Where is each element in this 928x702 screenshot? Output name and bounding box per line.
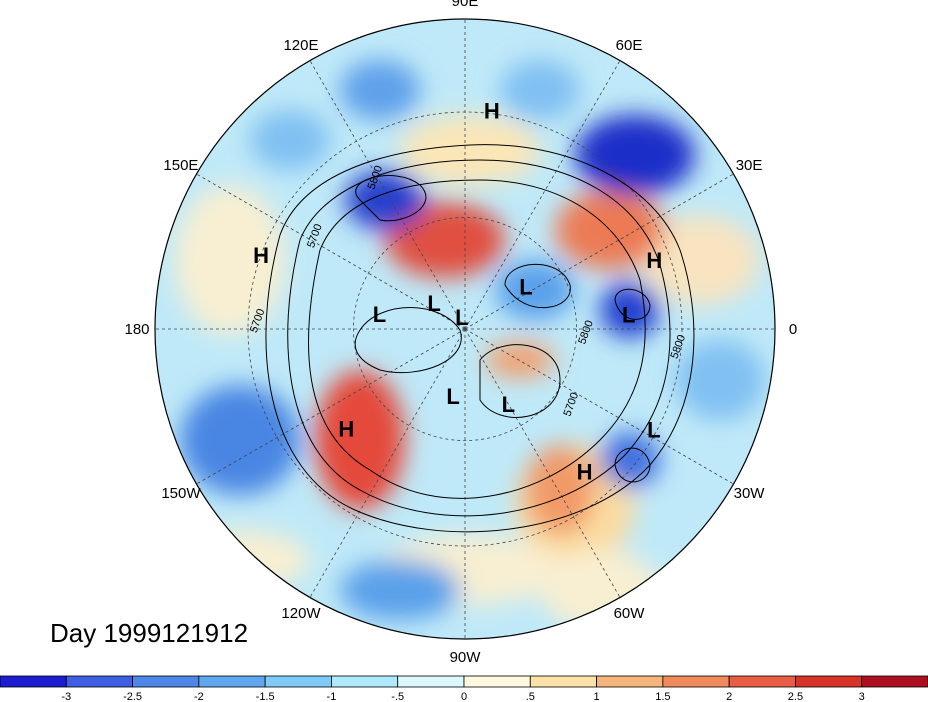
latitude-circle [352, 216, 577, 441]
colorbar-tick-label: -1.5 [256, 691, 275, 702]
longitude-label: 30E [736, 157, 763, 174]
map-boundary [154, 18, 776, 640]
low-pressure-marker: L [647, 417, 660, 442]
high-pressure-marker: H [646, 248, 662, 273]
colorbar-tick-label: 1 [594, 691, 600, 702]
colorbar-ticks: -3 -2.5 -2 -1.5 -1 -.5 0 .5 1 1.5 2 2.5 3 [61, 691, 864, 702]
colorbar-box [861, 675, 928, 688]
meridian-line [309, 60, 466, 330]
high-pressure-marker: H [253, 243, 269, 268]
colorbar-tick-label: 3 [859, 691, 865, 702]
colorbar-tick-label: -2 [194, 691, 204, 702]
colorbar-box [596, 675, 664, 688]
longitude-label: 30W [734, 485, 766, 502]
longitude-label: 60E [616, 37, 643, 54]
colorbar-tick-label: 2 [726, 691, 732, 702]
colorbar-box [198, 675, 266, 688]
colorbar-box [795, 675, 863, 688]
meridian-line [309, 328, 466, 598]
colorbar-tick-label: 1.5 [655, 691, 670, 702]
colorbar-box [529, 675, 597, 688]
meridian-line [196, 173, 466, 330]
colorbar-box [331, 675, 399, 688]
longitude-label: 150E [163, 157, 198, 174]
longitude-label: 90E [452, 0, 479, 10]
longitude-label: 150W [161, 485, 201, 502]
colorbar-tick-label: 2.5 [788, 691, 803, 702]
meridian-line [464, 328, 734, 485]
low-pressure-marker: L [502, 392, 515, 417]
meridian-line [464, 60, 621, 330]
high-pressure-marker: H [484, 99, 500, 124]
low-pressure-marker: L [373, 302, 386, 327]
low-pressure-marker: L [519, 274, 532, 299]
colorbar-box [0, 675, 67, 688]
low-pressure-marker: L [427, 291, 440, 316]
height-contours [265, 144, 695, 533]
longitude-label: 120W [281, 605, 321, 622]
colorbar-tick-label: -.5 [391, 691, 404, 702]
colorbar-box [463, 675, 531, 688]
colorbar-box [662, 675, 730, 688]
longitude-label: 60W [614, 605, 646, 622]
colorbar-box [65, 675, 133, 688]
meridian-line [464, 173, 734, 330]
polar-map: 90E 60E 30E 0 30W 60W 90W 120W 150W 180 150E 120E H… [124, 0, 797, 666]
colorbar-tick-label: -1 [327, 691, 337, 702]
latitude-circle [247, 111, 683, 547]
colorbar-boxes [0, 675, 928, 688]
colorbar-box [132, 675, 200, 688]
longitude-labels: 90E 60E 30E 0 30W 60W 90W 120W 150W 180 150E 120E [124, 0, 797, 666]
colorbar-box [728, 675, 796, 688]
colorbar: -3 -2.5 -2 -1.5 -1 -.5 0 .5 1 1.5 2 2.5 3 [0, 675, 928, 702]
low-pressure-marker: L [455, 305, 468, 330]
colorbar-box [264, 675, 332, 688]
colorbar-tick-label: 0 [461, 691, 467, 702]
longitude-label: 180 [124, 321, 149, 338]
colorbar-box [397, 675, 465, 688]
colorbar-tick-label: -3 [61, 691, 71, 702]
date-label: Day 1999121912 [50, 618, 249, 648]
high-pressure-marker: H [338, 417, 354, 442]
longitude-label: 0 [789, 321, 797, 338]
colorbar-tick-label: .5 [526, 691, 535, 702]
longitude-label: 120E [283, 37, 318, 54]
meridian-line [196, 328, 466, 485]
colorbar-tick-label: -2.5 [123, 691, 142, 702]
high-pressure-marker: H [577, 459, 593, 484]
low-pressure-marker: L [622, 303, 635, 328]
meridian-line [464, 328, 621, 598]
graticule [155, 19, 775, 639]
longitude-label: 90W [450, 649, 482, 666]
low-pressure-marker: L [446, 384, 459, 409]
